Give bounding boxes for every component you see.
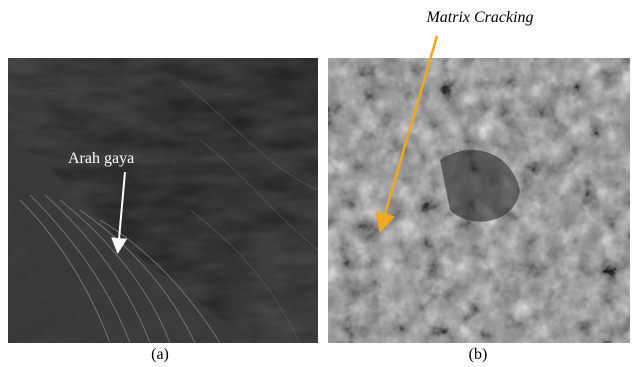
panel-b: Matrix Cracking (b) <box>328 9 630 363</box>
panel-label-a: (a) <box>151 346 169 363</box>
figure: Arah gaya (a) Matrix Cracking (b) <box>0 0 632 367</box>
annotation-a: Arah gaya <box>68 150 134 167</box>
annotation-b: Matrix Cracking <box>425 9 533 26</box>
page: Arah gaya (a) Matrix Cracking (b) (() =>… <box>0 0 632 367</box>
panel-a: Arah gaya (a) <box>8 58 318 363</box>
panel-label-b: (b) <box>469 346 488 363</box>
